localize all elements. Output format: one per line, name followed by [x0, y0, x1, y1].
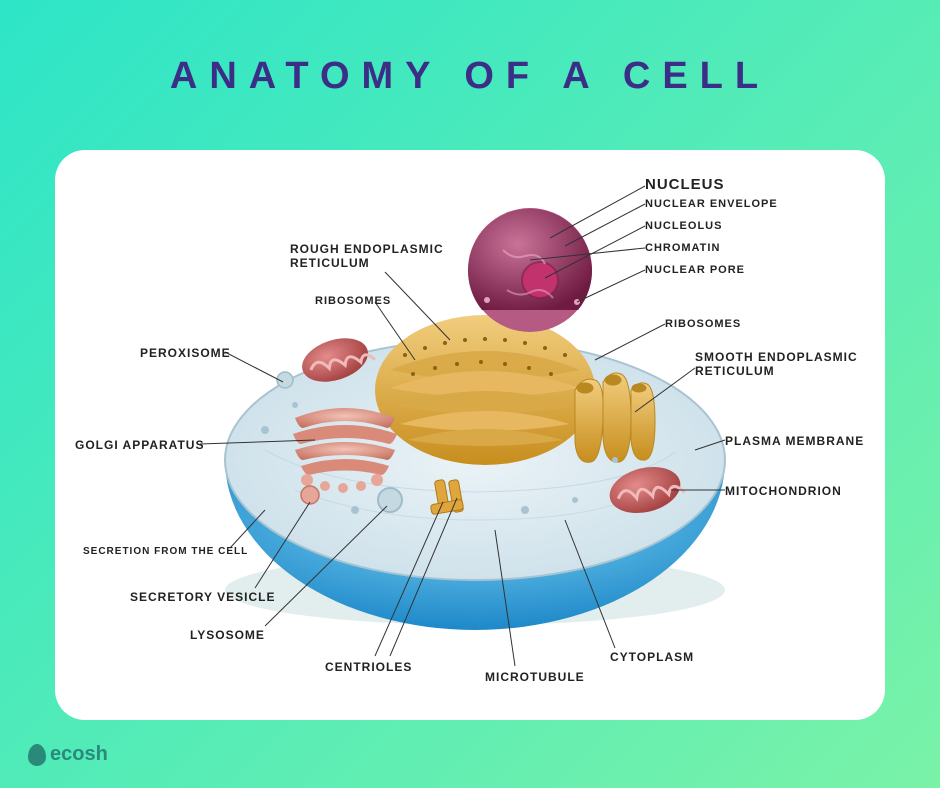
label-plasma-membrane: PLASMA MEMBRANE	[725, 434, 864, 448]
label-microtubule: MICROTUBULE	[485, 670, 585, 684]
label-cytoplasm: CYTOPLASM	[610, 650, 694, 664]
label-lysosome: LYSOSOME	[190, 628, 265, 642]
label-golgi: GOLGI APPARATUS	[75, 438, 204, 452]
label-smooth-er: SMOOTH ENDOPLASMICRETICULUM	[695, 350, 858, 378]
label-peroxisome: PEROXISOME	[140, 346, 231, 360]
label-secretion: SECRETION FROM THE CELL	[83, 546, 248, 557]
label-layer: NUCLEUS NUCLEAR ENVELOPE NUCLEOLUS CHROMATI…	[55, 150, 885, 720]
label-rough-er: ROUGH ENDOPLASMICRETICULUM	[290, 242, 444, 270]
brand-logo: ecosh	[28, 743, 108, 766]
brand-text: ecosh	[50, 743, 108, 766]
label-nucleolus: NUCLEOLUS	[645, 220, 722, 232]
diagram-panel: NUCLEUS NUCLEAR ENVELOPE NUCLEOLUS CHROMATI…	[55, 150, 885, 720]
drop-icon	[28, 744, 46, 766]
label-nucleus-header: NUCLEUS	[645, 176, 725, 193]
label-ribosomes-left: RIBOSOMES	[315, 295, 391, 307]
label-chromatin: CHROMATIN	[645, 242, 720, 254]
page-title: ANATOMY OF A CELL	[0, 55, 940, 98]
label-nuclear-envelope: NUCLEAR ENVELOPE	[645, 198, 778, 210]
label-centrioles: CENTRIOLES	[325, 660, 412, 674]
label-nuclear-pore: NUCLEAR PORE	[645, 264, 745, 276]
label-ribosomes-right: RIBOSOMES	[665, 318, 741, 330]
label-secretory-vesicle: SECRETORY VESICLE	[130, 590, 275, 604]
label-mitochondrion: MITOCHONDRION	[725, 484, 842, 498]
